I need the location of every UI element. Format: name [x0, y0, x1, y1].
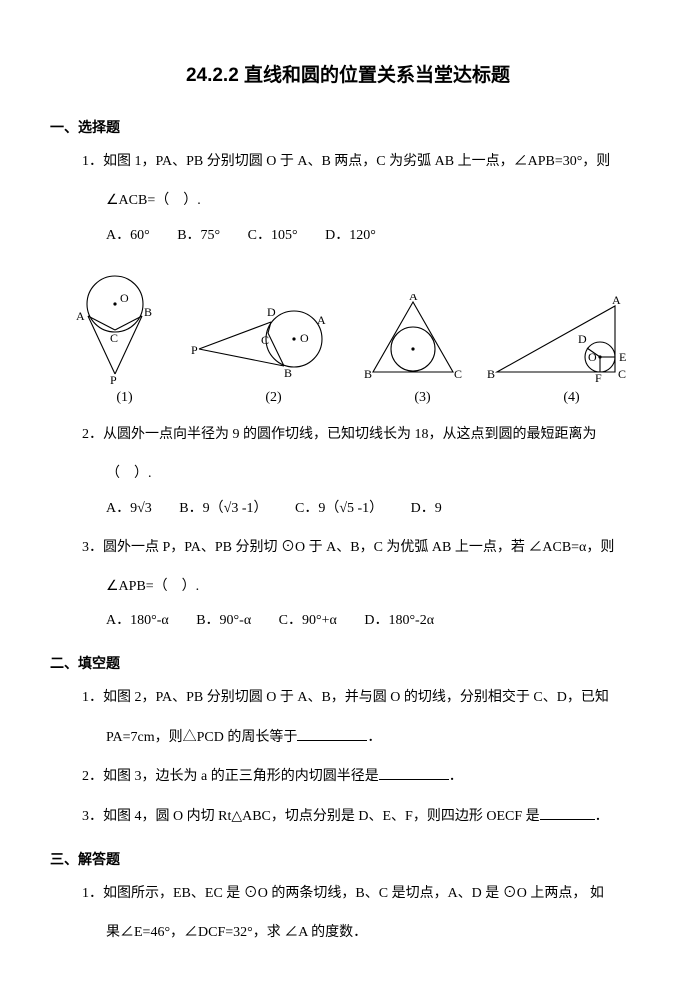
q3-choice-a: A．180°-α [106, 613, 169, 628]
q1-choice-b: B．75° [177, 228, 220, 243]
q1-choice-a: A．60° [106, 228, 150, 243]
svg-text:A: A [317, 313, 326, 327]
svg-text:O: O [120, 291, 129, 305]
fig-label-4: (4) [507, 390, 637, 406]
q2-choice-d: D．9 [411, 501, 442, 516]
q1-line1: 1．如图 1，PA、PB 分别切圆 O 于 A、B 两点，C 为劣弧 AB 上一… [82, 147, 646, 176]
svg-text:D: D [578, 332, 587, 346]
figure-row: O A B C P O P D A C B [50, 264, 646, 384]
q1-choices: A．60° B．75° C．105° D．120° [106, 222, 646, 250]
section-1-heading: 一、选择题 [50, 117, 646, 137]
svg-text:P: P [110, 373, 117, 384]
q3-choice-c: C．90°+α [279, 613, 337, 628]
svg-text:A: A [409, 294, 418, 303]
fig-label-2: (2) [209, 390, 339, 406]
q2-choice-b: B．9（√3 -1） [179, 501, 267, 516]
q3-choice-b: B．90°-α [196, 613, 251, 628]
q1-line2: ∠ACB=（ ）. [106, 186, 646, 215]
svg-text:E: E [619, 350, 626, 364]
f1-line1: 1．如图 2，PA、PB 分别切圆 O 于 A、B，并与圆 O 的切线，分别相交… [82, 683, 646, 712]
figure-labels: (1) (2) (3) (4) [50, 390, 646, 406]
q2-line1: 2．从圆外一点向半径为 9 的圆作切线，已知切线长为 18，从这点到圆的最短距离… [82, 420, 646, 449]
q1-choice-c: C．105° [248, 228, 298, 243]
figure-2: O P D A C B [189, 294, 339, 384]
f3-blank [540, 805, 595, 820]
f3: 3．如图 4，圆 O 内切 Rt△ABC，切点分别是 D、E、F，则四边形 OE… [82, 802, 646, 831]
svg-text:O: O [588, 350, 597, 364]
svg-text:F: F [595, 371, 602, 384]
svg-text:D: D [267, 305, 276, 319]
svg-text:B: B [487, 367, 495, 381]
q2-choice-a: A．9√3 [106, 501, 152, 516]
section-2-heading: 二、填空题 [50, 653, 646, 673]
q1-choice-d: D．120° [325, 228, 376, 243]
q3-choice-d: D．180°-2α [364, 613, 434, 628]
svg-text:C: C [261, 333, 269, 347]
s1-line1: 1．如图所示，EB、EC 是 ⊙O 的两条切线，B、C 是切点，A、D 是 ⊙O… [82, 879, 646, 908]
svg-text:P: P [191, 343, 198, 357]
figure-1: O A B C P [60, 264, 170, 384]
figure-3: A B C [358, 294, 468, 384]
f3-text: 3．如图 4，圆 O 内切 Rt△ABC，切点分别是 D、E、F，则四边形 OE… [82, 809, 540, 824]
q3-line2: ∠APB=（ ）. [106, 572, 646, 601]
q3-line1: 3．圆外一点 P，PA、PB 分别切 ⊙O 于 A、B，C 为优弧 AB 上一点… [82, 533, 646, 562]
f2-period: ． [449, 769, 463, 784]
svg-text:C: C [618, 367, 626, 381]
f2-blank [379, 765, 449, 780]
f1-line2: PA=7cm，则△PCD 的周长等于 ． [106, 723, 646, 752]
svg-text:B: B [144, 305, 152, 319]
page-title: 24.2.2 直线和圆的位置关系当堂达标题 [50, 60, 646, 87]
f1-line2-text: PA=7cm，则△PCD 的周长等于 [106, 730, 297, 745]
svg-text:C: C [110, 331, 118, 345]
q2-line2: （ ）. [106, 459, 646, 488]
svg-text:B: B [284, 366, 292, 380]
s1-line2: 果∠E=46°，∠DCF=32°，求 ∠A 的度数． [106, 918, 646, 947]
figure-4: B A C D O E F [487, 294, 637, 384]
svg-text:A: A [76, 309, 85, 323]
fig-label-3: (3) [358, 390, 488, 406]
svg-text:A: A [612, 294, 621, 307]
svg-text:B: B [364, 367, 372, 381]
svg-text:O: O [300, 331, 309, 345]
q2-choice-c: C．9（√5 -1） [295, 501, 383, 516]
f2: 2．如图 3，边长为 a 的正三角形的内切圆半径是 ． [82, 762, 646, 791]
svg-text:C: C [454, 367, 462, 381]
f1-blank [297, 726, 367, 741]
f3-period: ． [595, 809, 609, 824]
q2-choices: A．9√3 B．9（√3 -1） C．9（√5 -1） D．9 [106, 495, 646, 523]
q3-choices: A．180°-α B．90°-α C．90°+α D．180°-2α [106, 607, 646, 635]
section-3-heading: 三、解答题 [50, 849, 646, 869]
fig-label-1: (1) [60, 390, 190, 406]
f1-period: ． [367, 730, 381, 745]
f2-text: 2．如图 3，边长为 a 的正三角形的内切圆半径是 [82, 769, 379, 784]
